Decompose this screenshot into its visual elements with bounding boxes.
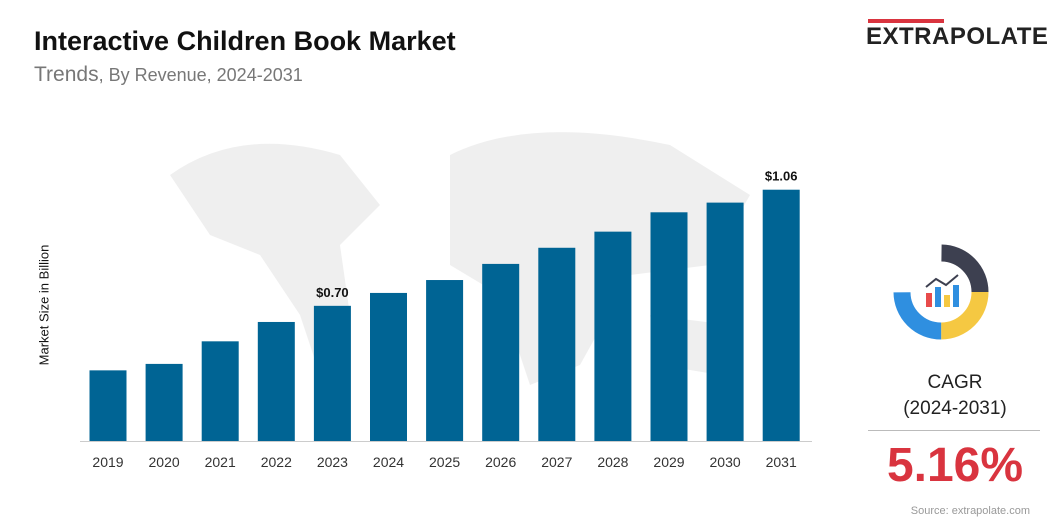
bar-2026 [482,263,520,441]
x-tick-label: 2026 [485,454,516,470]
x-tick-label: 2023 [317,454,348,470]
cagr-value: 5.16% [886,439,1024,492]
bar-2025 [426,280,464,441]
subtitle-rest: , By Revenue, 2024-2031 [98,65,303,85]
brand-logo: EXTRAPOLATE [866,19,1048,51]
bar-2022 [257,321,295,441]
x-tick-label: 2031 [766,454,797,470]
x-tick-label: 2030 [710,454,741,470]
x-tick-label: 2024 [373,454,404,470]
cagr-label: CAGR [927,372,983,393]
cagr-period: (2024-2031) [903,398,1007,419]
x-tick-label: 2020 [149,454,180,470]
data-label-2031: $1.06 [765,169,798,184]
bar-2019 [89,370,127,441]
data-label-2023: $0.70 [316,285,349,300]
chart-subtitle: Trends, By Revenue, 2024-2031 [34,63,303,87]
bar-2023 [313,305,351,441]
bar-2024 [370,292,407,441]
x-tick-label: 2021 [205,454,236,470]
chart-title: Interactive Children Book Market [34,26,456,56]
logo-bar [868,19,944,23]
bar-2027 [538,247,576,441]
logo-text: EXTRAPOLATE [866,23,1049,50]
bar-2030 [706,202,744,441]
bar-2031 [762,189,800,441]
x-tick-label: 2027 [541,454,572,470]
bar-2020 [145,363,183,441]
cagr-divider [868,430,1040,431]
bar-chart: 2019 2020 2021 2022 2023 $0.70 2024 2025 2026 202… [80,169,812,470]
x-tick-label: 2019 [92,454,123,470]
x-tick-label: 2025 [429,454,460,470]
bar-2028 [594,231,632,441]
x-tick-label: 2028 [597,454,628,470]
x-tick-label: 2029 [653,454,684,470]
subtitle-main: Trends [34,63,99,86]
source-note: Source: extrapolate.com [910,505,1030,517]
x-tick-label: 2022 [261,454,292,470]
bar-2021 [201,341,239,441]
analytics-donut-icon [893,244,989,340]
bar-2029 [650,212,688,441]
